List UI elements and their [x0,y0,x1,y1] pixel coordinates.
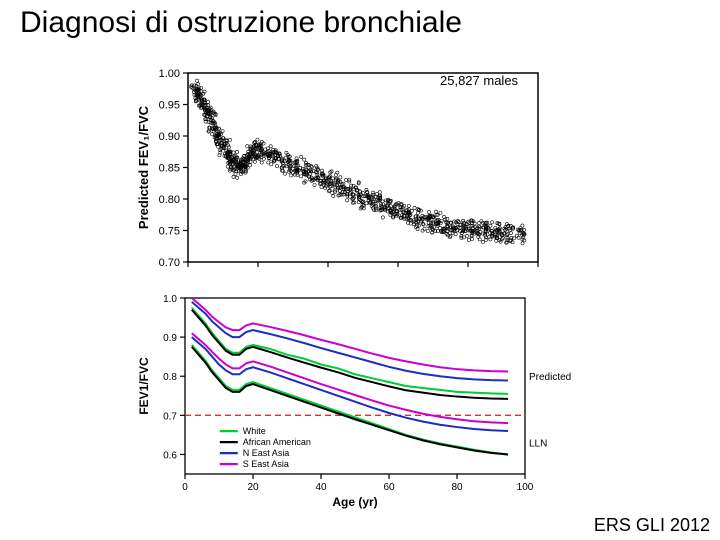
svg-text:African American: African American [243,437,311,447]
svg-text:0.80: 0.80 [159,194,180,206]
svg-text:20: 20 [247,482,259,493]
bottom-line-chart: 0.6 0.7 0.8 0.9 1.0 0 20 40 60 80 100 Age (yr) FEV1/… [130,290,580,510]
svg-text:80: 80 [451,482,463,493]
svg-text:Predicted: Predicted [529,372,571,383]
svg-text:0.70: 0.70 [159,257,180,269]
svg-text:0.7: 0.7 [163,411,177,422]
svg-text:100: 100 [517,482,534,493]
svg-text:0.9: 0.9 [163,333,177,344]
svg-text:0.8: 0.8 [163,372,177,383]
svg-text:S East Asia: S East Asia [243,459,289,469]
svg-text:Predicted FEV₁/FVC: Predicted FEV₁/FVC [136,105,151,229]
svg-text:Age (yr): Age (yr) [332,495,377,509]
svg-text:FEV1/FVC: FEV1/FVC [137,357,151,415]
svg-text:40: 40 [315,482,327,493]
svg-text:0.95: 0.95 [159,100,180,112]
slide-title: Diagnosi di ostruzione bronchiale [20,6,462,40]
svg-text:LLN: LLN [529,439,547,450]
svg-text:0.75: 0.75 [159,226,180,238]
svg-text:0.85: 0.85 [159,163,180,175]
svg-text:1.0: 1.0 [163,294,177,305]
footnote: ERS GLI 2012 [594,515,710,536]
svg-text:60: 60 [383,482,395,493]
svg-text:0.6: 0.6 [163,450,177,461]
top-scatter-chart: 0.70 0.75 0.80 0.85 0.90 0.95 1.00 Predicted FE… [130,55,550,280]
svg-text:N East Asia: N East Asia [243,448,290,458]
svg-text:0.90: 0.90 [159,131,180,143]
svg-text:1.00: 1.00 [159,68,180,80]
svg-text:0: 0 [182,482,188,493]
svg-text:White: White [243,426,266,436]
svg-text:25,827 males: 25,827 males [440,73,519,88]
